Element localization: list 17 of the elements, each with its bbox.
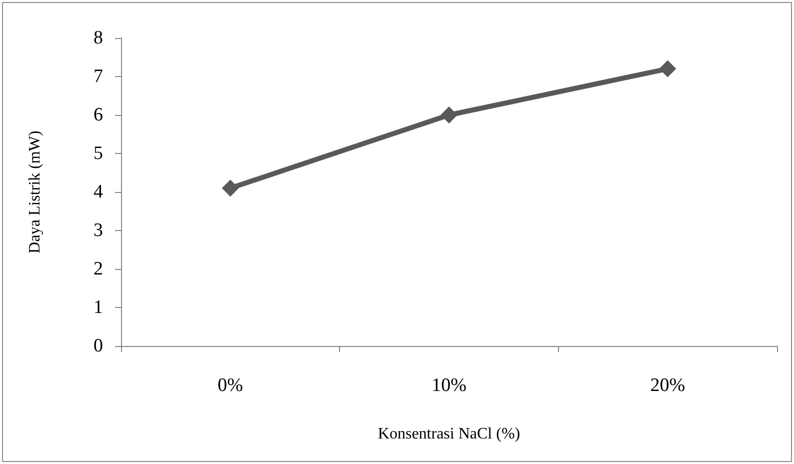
point bbox=[659, 60, 676, 78]
y-tick-label: 6 bbox=[94, 104, 103, 126]
y-tick-label: 3 bbox=[94, 220, 103, 241]
y-tick-label: 5 bbox=[94, 143, 103, 164]
x-tick-label: 20% bbox=[650, 375, 686, 396]
point bbox=[222, 180, 239, 197]
y-tick-label: 1 bbox=[94, 297, 103, 318]
x-tick-label: 0% bbox=[218, 375, 244, 396]
y-tick-label: 7 bbox=[94, 66, 103, 87]
y-axis-title: Daya Listrik (mW) bbox=[26, 130, 44, 254]
point bbox=[440, 106, 458, 124]
y-tick-label: 8 bbox=[94, 28, 103, 48]
y-tick-label: 4 bbox=[94, 182, 104, 202]
y-tick-label: 0 bbox=[94, 336, 103, 356]
y-tick-label: 2 bbox=[94, 258, 103, 280]
x-axis-title: Konsentrasi NaCl (%) bbox=[378, 426, 520, 442]
x-tick-label: 10% bbox=[432, 375, 467, 396]
